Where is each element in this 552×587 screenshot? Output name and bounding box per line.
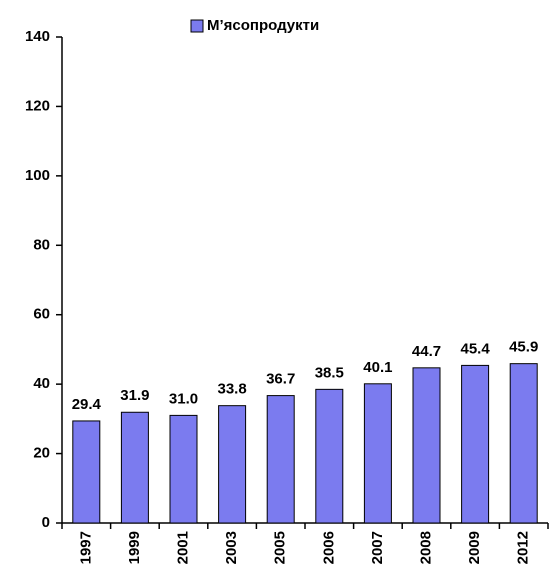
value-label: 38.5 (315, 364, 344, 381)
x-tick-label: 2001 (174, 531, 191, 564)
x-tick-label: 2012 (515, 531, 532, 564)
y-tick-label: 120 (25, 97, 50, 114)
x-tick-label: 2006 (320, 531, 337, 564)
x-tick-label: 2009 (466, 531, 483, 564)
value-label: 31.0 (169, 390, 198, 407)
value-label: 33.8 (217, 381, 246, 398)
value-label: 36.7 (266, 371, 295, 388)
bar (218, 405, 247, 524)
bar (509, 363, 538, 524)
bar (120, 411, 149, 524)
value-label: 29.4 (72, 396, 102, 413)
x-tick-label: 2008 (417, 531, 434, 564)
y-tick-label: 140 (25, 28, 50, 45)
y-tick-label: 100 (25, 167, 50, 184)
y-tick-label: 20 (33, 445, 50, 462)
bar (315, 388, 344, 524)
bar (412, 367, 441, 524)
bar (72, 420, 101, 524)
value-label: 45.4 (460, 340, 490, 357)
x-tick-label: 1999 (126, 531, 143, 564)
y-tick-label: 40 (33, 375, 50, 392)
value-label: 44.7 (412, 343, 441, 360)
bar (266, 395, 295, 524)
y-tick-label: 60 (33, 306, 50, 323)
value-label: 45.9 (509, 339, 538, 356)
bar (363, 383, 392, 524)
x-tick-label: 1997 (77, 531, 94, 564)
x-tick-label: 2007 (369, 531, 386, 564)
y-tick-label: 80 (33, 236, 50, 253)
x-tick-label: 2003 (223, 531, 240, 564)
legend-label: М’ясопродукти (207, 17, 319, 34)
value-label: 31.9 (120, 387, 149, 404)
y-tick-label: 0 (42, 514, 50, 531)
bar (169, 414, 198, 524)
legend-swatch (190, 19, 204, 33)
bar (461, 364, 490, 524)
value-label: 40.1 (363, 359, 392, 376)
x-tick-label: 2005 (272, 531, 289, 564)
